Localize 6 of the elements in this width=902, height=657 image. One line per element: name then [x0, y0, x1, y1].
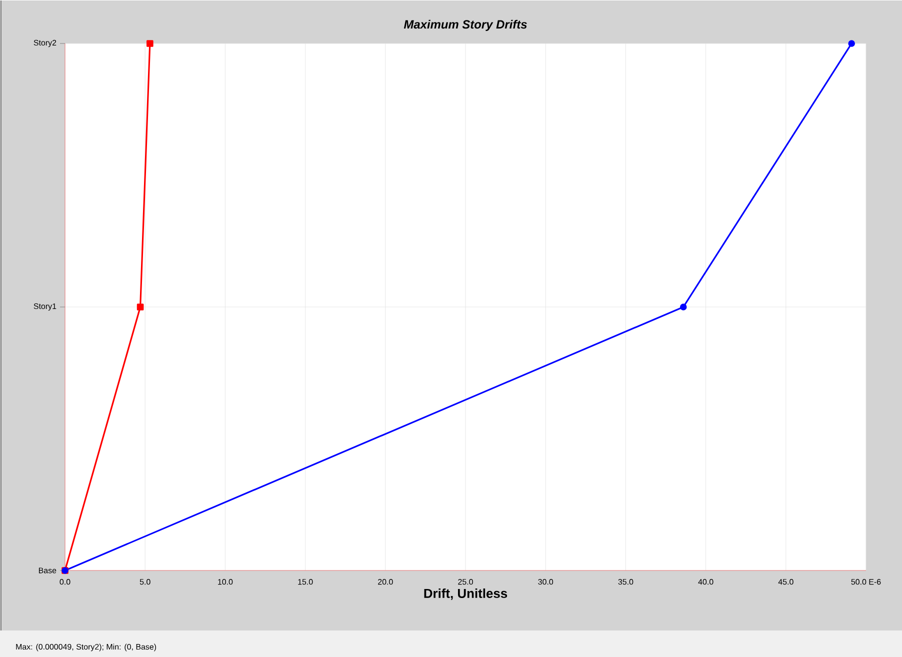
point	[848, 40, 855, 47]
point	[680, 303, 687, 310]
point	[136, 303, 144, 310]
point	[146, 40, 154, 47]
chart-title: Maximum Story Drifts	[404, 20, 527, 31]
x-axis-title: Drift, Unitless	[424, 588, 508, 600]
